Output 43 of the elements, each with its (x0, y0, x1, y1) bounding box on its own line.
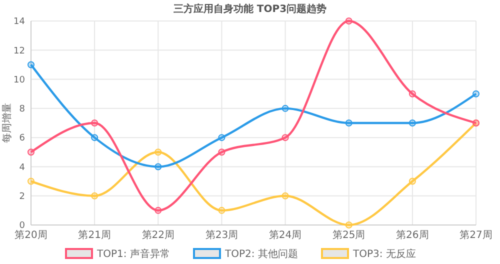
x-tick-label: 第20周 (14, 229, 48, 241)
y-tick-label: 0 (19, 221, 26, 232)
y-tick-label: 4 (19, 162, 26, 173)
y-axis-title: 每周增量 (1, 103, 13, 143)
y-tick-label: 10 (14, 75, 26, 86)
point (408, 90, 416, 98)
x-tick-label: 第26周 (396, 229, 429, 241)
point (28, 61, 34, 68)
point (218, 134, 226, 142)
x-tick-label: 第27周 (460, 229, 492, 241)
x-tick-label: 第25周 (332, 229, 366, 241)
point (408, 120, 416, 126)
point (28, 148, 34, 156)
y-tick-label: 14 (14, 17, 26, 28)
point (345, 222, 352, 228)
point (408, 178, 416, 185)
point (91, 134, 98, 142)
point (282, 192, 289, 200)
point (91, 192, 98, 200)
legend-label: TOP2: 其他问题 (224, 248, 298, 260)
point (472, 90, 480, 98)
point (282, 134, 289, 142)
point (345, 18, 352, 24)
legend-label: TOP3: 无反应 (352, 248, 416, 260)
point (345, 120, 352, 126)
point (218, 206, 226, 214)
point (218, 148, 226, 156)
chart-title: 三方应用自身功能 TOP3问题趋势 (173, 3, 327, 15)
y-tick-label: 6 (19, 134, 26, 144)
y-tick-label: 8 (19, 104, 26, 115)
legend-label: TOP1: 声音异常 (96, 248, 170, 260)
point (154, 163, 162, 170)
point (28, 178, 34, 185)
x-tick-label: 第24周 (268, 229, 302, 241)
x-tick-label: 第21周 (78, 229, 111, 241)
point (91, 120, 98, 126)
x-tick-label: 第22周 (142, 229, 175, 241)
y-tick-label: 2 (19, 192, 25, 202)
y-tick-label: 12 (14, 46, 25, 56)
point (154, 206, 162, 214)
x-tick-label: 第23周 (205, 229, 238, 241)
point (154, 148, 162, 156)
point (282, 104, 289, 112)
